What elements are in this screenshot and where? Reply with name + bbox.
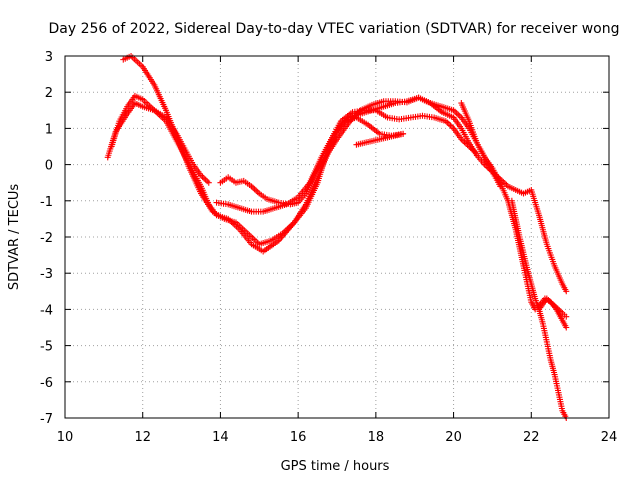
y-tick-label: 0 [45,159,53,174]
y-tick-labels: 3 2 1 0 -1 -2 -3 -4 -5 -6 -7 [40,50,53,427]
x-tick-label: 12 [134,430,151,445]
y-tick-label: -2 [40,231,53,246]
series-track-9 [536,295,570,320]
y-tick-label: 2 [45,86,53,101]
data-point [563,324,570,331]
x-tick-label: 18 [368,430,385,445]
plot-frame [64,55,610,419]
data-point [400,130,407,137]
data-series [104,53,570,421]
x-tick-labels: 10 12 14 16 18 20 22 24 [57,430,618,445]
series-track-3 [120,53,480,248]
data-point [563,313,570,320]
x-tick-label: 20 [445,430,462,445]
x-tick-label: 16 [290,430,307,445]
y-tick-label: -7 [40,412,53,427]
y-tick-label: -4 [40,303,53,318]
x-tick-label: 10 [57,430,74,445]
series-track-5 [213,114,407,215]
y-tick-label: 1 [45,122,53,137]
series-track-6 [353,130,407,148]
data-point [205,179,212,186]
x-tick-label: 24 [601,430,618,445]
data-point [563,288,570,295]
y-tick-label: -5 [40,340,53,355]
y-tick-label: -6 [40,376,53,391]
x-tick-label: 14 [212,430,229,445]
y-tick-label: 3 [45,50,53,65]
y-tick-label: -3 [40,267,53,282]
x-tick-label: 22 [523,430,540,445]
y-tick-label: -1 [40,195,53,210]
series-track-8 [508,197,570,421]
x-axis-label: GPS time / hours [281,459,390,474]
series-track-4 [217,94,570,295]
chart-title: Day 256 of 2022, Sidereal Day-to-day VTE… [49,21,620,37]
y-axis-label: SDTVAR / TECUs [7,184,22,291]
